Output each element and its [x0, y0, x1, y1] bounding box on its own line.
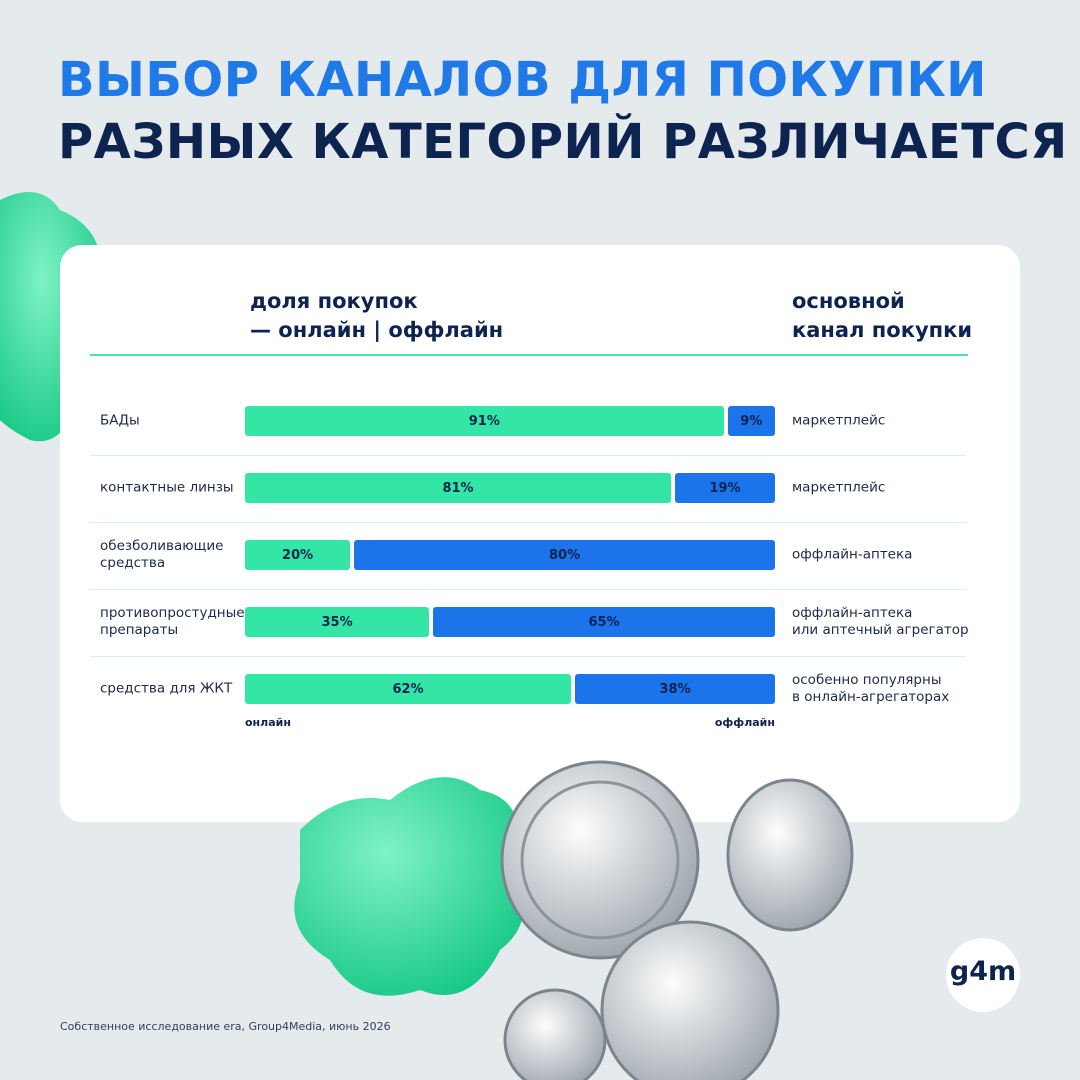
- row-separator: [90, 455, 966, 456]
- bar-segment: 81%: [245, 473, 672, 503]
- header-line: основной: [792, 289, 905, 313]
- header-line: — онлайн | оффлайн: [250, 318, 504, 342]
- bar-segment: 19%: [675, 473, 775, 503]
- bar-segment: 38%: [575, 674, 775, 704]
- share-header: доля покупок — онлайн | оффлайн: [250, 287, 503, 345]
- value-label: 80%: [549, 547, 581, 563]
- source-note: Собственное исследование era, Group4Medi…: [60, 1020, 391, 1033]
- channel-label: маркетплейс: [792, 412, 886, 429]
- channel-label: маркетплейс: [792, 479, 886, 496]
- value-label: 65%: [588, 614, 620, 630]
- row-separator: [90, 522, 966, 523]
- value-label: 9%: [740, 413, 763, 429]
- bar-segment: 62%: [245, 674, 572, 704]
- category-label: противопростудные препараты: [100, 605, 245, 638]
- bar-segment: 35%: [245, 607, 430, 637]
- channel-label: оффлайн-аптека или аптечный агрегатор: [792, 605, 969, 638]
- header-line: канал покупки: [792, 318, 973, 342]
- row-separator: [90, 589, 966, 590]
- category-label: обезболивающие средства: [100, 538, 224, 571]
- title: ВЫБОР КАНАЛОВ ДЛЯ ПОКУПКИ: [58, 52, 987, 108]
- axis-end-label: оффлайн: [714, 716, 775, 729]
- axis-end-label: онлайн: [245, 716, 291, 729]
- category-label: контактные линзы: [100, 479, 234, 496]
- category-label: средства для ЖКТ: [100, 680, 233, 697]
- value-label: 35%: [321, 614, 353, 630]
- value-label: 20%: [282, 547, 314, 563]
- channel-header: основной канал покупки: [792, 287, 972, 345]
- logo: g4m: [949, 956, 1017, 987]
- header-line: доля покупок: [250, 289, 418, 313]
- value-label: 19%: [709, 480, 741, 496]
- value-label: 91%: [468, 413, 500, 429]
- bar-segment: 91%: [245, 406, 724, 436]
- subtitle: РАЗНЫХ КАТЕГОРИЙ РАЗЛИЧАЕТСЯ: [58, 114, 1068, 170]
- value-label: 62%: [392, 681, 424, 697]
- channel-label: особенно популярны в онлайн-агрегаторах: [792, 672, 950, 705]
- header-rule: [90, 354, 968, 356]
- bar-segment: 65%: [433, 607, 775, 637]
- card: [60, 245, 1020, 822]
- bar-segment: 20%: [245, 540, 351, 570]
- row-separator: [90, 656, 966, 657]
- value-label: 38%: [659, 681, 691, 697]
- value-label: 81%: [442, 480, 474, 496]
- bar-segment: 9%: [727, 406, 775, 436]
- bar-segment: 80%: [354, 540, 775, 570]
- category-label: БАДы: [100, 412, 140, 429]
- channel-label: оффлайн-аптека: [792, 546, 913, 563]
